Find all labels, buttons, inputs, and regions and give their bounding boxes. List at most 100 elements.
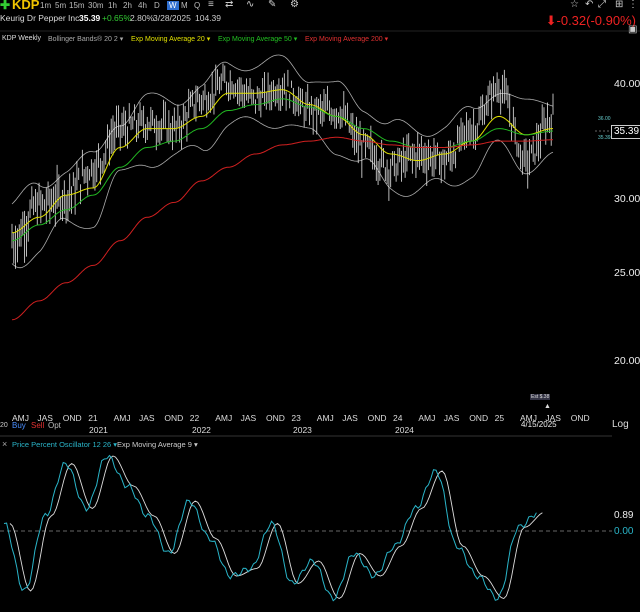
toolbar: ✚ KDP 1m 5m 15m 30m 1h 2h 4h D W M Q ≡ ⇄… <box>0 0 640 12</box>
close-oscillator-icon[interactable]: × <box>2 439 8 449</box>
undo-icon[interactable]: ↶ <box>585 0 594 10</box>
tf-1m[interactable]: 1m <box>40 1 52 10</box>
x-tick-label: 25 <box>494 413 505 423</box>
earnings-triangle-icon[interactable]: ▲ <box>544 403 551 410</box>
calendar-icon[interactable]: ▣ <box>628 24 638 35</box>
star-icon[interactable]: ☆ <box>570 0 579 10</box>
x-tick-label: JAS <box>545 413 561 423</box>
price-label-40: 40.00 <box>614 78 640 90</box>
stat-2: 2.80% <box>130 13 155 23</box>
date-marker: 4/15/2025 <box>521 420 557 429</box>
year-2021: 2021 <box>89 425 108 435</box>
tf-d[interactable]: D <box>154 1 160 10</box>
price-small-top: 36.00 <box>598 116 611 122</box>
last-price: 35.39 <box>79 13 101 23</box>
year-2024: 2024 <box>395 425 414 435</box>
tf-q[interactable]: Q <box>194 1 201 10</box>
x-tick-label: JAS <box>240 413 257 423</box>
tf-5m[interactable]: 5m <box>55 1 67 10</box>
tf-30m[interactable]: 30m <box>88 1 104 10</box>
x-tick-label: JAS <box>37 413 53 423</box>
left-cut-label: 20 <box>0 422 8 429</box>
draw-icon[interactable]: ✎ <box>268 0 277 10</box>
day-change: ⬇-0.32(-0.90%) <box>546 13 636 29</box>
tf-4h[interactable]: 4h <box>138 1 147 10</box>
legend-title[interactable]: KDP Weekly <box>2 35 42 42</box>
settings-icon[interactable]: ⚙ <box>290 0 299 10</box>
legend-bb-label: Bollinger Bands® 20 2 <box>48 36 118 43</box>
current-price-box: 35.39 <box>611 125 640 139</box>
ema50-line <box>11 98 554 242</box>
quote-row: Keurig Dr Pepper Inc 35.39 +0.65% 2.80% … <box>0 12 640 24</box>
x-tick-label: 22 <box>189 413 200 423</box>
x-tick-label: 23 <box>291 413 301 423</box>
signal-legend[interactable]: Exp Moving Average 9 ▾ <box>117 440 198 449</box>
signal-legend-label: Exp Moving Average 9 <box>117 440 192 449</box>
legend-ema200-label: Exp Moving Average 200 <box>305 36 383 43</box>
tf-2h[interactable]: 2h <box>123 1 132 10</box>
x-tick-label: AMJ <box>215 413 233 423</box>
x-tick-label: 21 <box>88 413 98 423</box>
x-tick-label: OND <box>367 413 387 423</box>
price-label-25: 25.00 <box>614 267 640 279</box>
sell-button[interactable]: Sell <box>31 421 45 430</box>
tf-1h[interactable]: 1h <box>108 1 117 10</box>
day-change-value: -0.32(-0.90%) <box>556 13 636 28</box>
log-toggle[interactable]: Log <box>612 419 629 430</box>
x-tick-label: AMJ <box>316 413 334 423</box>
x-tick-label: AMJ <box>12 413 29 423</box>
year-2022: 2022 <box>192 425 211 435</box>
x-tick-label: JAS <box>139 413 155 423</box>
ppo-signal-line <box>9 455 543 600</box>
x-tick-label: AMJ <box>113 413 131 423</box>
symbol[interactable]: KDP <box>12 0 40 12</box>
year-2023: 2023 <box>293 425 312 435</box>
ppo-value: 0.89 <box>614 510 634 521</box>
price-label-20: 20.00 <box>614 355 640 367</box>
layout-icon[interactable]: ⊞ <box>615 0 624 10</box>
x-tick-label: OND <box>164 413 184 423</box>
indicators-icon[interactable]: ∿ <box>246 0 255 10</box>
tf-m[interactable]: M <box>181 1 188 10</box>
bollinger-upper <box>11 54 554 205</box>
ohlc-bars <box>11 63 554 269</box>
x-tick-label: AMJ <box>418 413 436 423</box>
quote-date: 3/28/2025 <box>153 13 191 23</box>
x-tick-label: AMJ <box>520 413 537 423</box>
x-tick-label: JAS <box>443 413 460 423</box>
pct-change: +0.65% <box>102 13 132 23</box>
ppo-legend-label: Price Percent Oscillator 12 26 <box>12 440 112 449</box>
tf-w[interactable]: W <box>167 1 179 10</box>
chart-type-icon[interactable]: ≡ <box>208 0 214 10</box>
legend-ema50-label: Exp Moving Average 50 <box>218 36 292 43</box>
legend-bb[interactable]: Bollinger Bands® 20 2 ▾ <box>48 36 124 43</box>
ema200-line <box>11 136 553 321</box>
add-symbol-icon[interactable]: ✚ <box>0 0 11 12</box>
buy-button[interactable]: Buy <box>12 421 26 430</box>
ppo-zero: 0.00 <box>614 526 634 537</box>
price-small-bottom: 35.39 <box>598 135 611 141</box>
x-tick-label: OND <box>469 413 489 423</box>
compare-icon[interactable]: ⇄ <box>225 0 234 10</box>
ema20-line <box>11 89 553 234</box>
menu-icon[interactable]: ⋮ <box>628 0 638 10</box>
price-label-30: 30.00 <box>614 193 640 205</box>
earnings-marker[interactable]: Est $.38 <box>530 394 551 400</box>
down-arrow-icon: ⬇ <box>545 13 557 28</box>
bollinger-lower <box>11 116 554 269</box>
x-tick-label: OND <box>570 413 590 423</box>
company-name: Keurig Dr Pepper Inc <box>0 13 80 23</box>
x-tick-label: JAS <box>342 413 358 423</box>
ppo-legend[interactable]: Price Percent Oscillator 12 26 ▾ <box>12 440 118 449</box>
tf-15m[interactable]: 15m <box>69 1 85 10</box>
x-tick-label: OND <box>62 413 82 423</box>
expand-icon[interactable]: ⤢ <box>598 0 606 10</box>
ppo-line <box>3 454 537 602</box>
legend-ema50[interactable]: Exp Moving Average 50 ▾ <box>218 36 298 43</box>
x-tick-label: 24 <box>393 413 403 423</box>
opt-button[interactable]: Opt <box>48 421 61 430</box>
legend-ema200[interactable]: Exp Moving Average 200 ▾ <box>305 36 389 43</box>
legend-ema20[interactable]: Exp Moving Average 20 ▾ <box>131 36 211 43</box>
legend-ema20-label: Exp Moving Average 20 <box>131 36 205 43</box>
